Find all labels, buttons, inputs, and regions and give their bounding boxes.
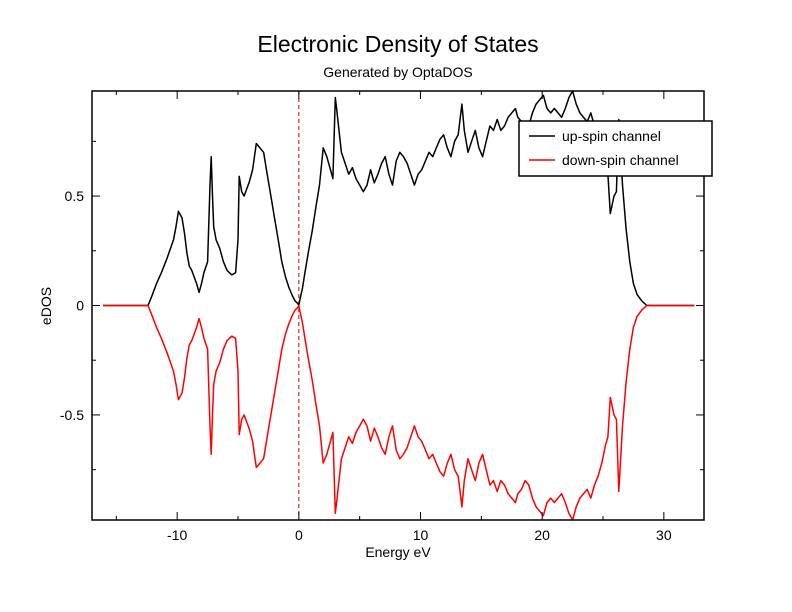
x-axis-label: Energy eV xyxy=(365,544,431,560)
series-line-down-spin xyxy=(103,304,695,521)
series-line-up-spin xyxy=(103,90,695,307)
x-tick-label: 30 xyxy=(656,527,672,543)
legend-label-up: up-spin channel xyxy=(562,128,661,144)
y-tick-label: 0 xyxy=(76,298,84,314)
chart-subtitle: Generated by OptaDOS xyxy=(323,64,472,80)
y-tick-label: -0.5 xyxy=(60,407,84,423)
y-axis-label: eDOS xyxy=(38,287,54,325)
legend-label-down: down-spin channel xyxy=(562,152,679,168)
x-tick-label: 0 xyxy=(295,527,303,543)
chart-title: Electronic Density of States xyxy=(257,31,538,57)
legend: up-spin channel down-spin channel xyxy=(518,120,713,177)
x-tick-label: 20 xyxy=(534,527,550,543)
x-tick-label: -10 xyxy=(167,527,187,543)
x-tick-label: 10 xyxy=(413,527,429,543)
axis-ticks: -10 0 10 20 30 -0.5 0 0.5 xyxy=(60,91,704,543)
y-tick-label: 0.5 xyxy=(65,188,85,204)
plot-area xyxy=(103,90,695,521)
legend-box xyxy=(518,120,713,177)
